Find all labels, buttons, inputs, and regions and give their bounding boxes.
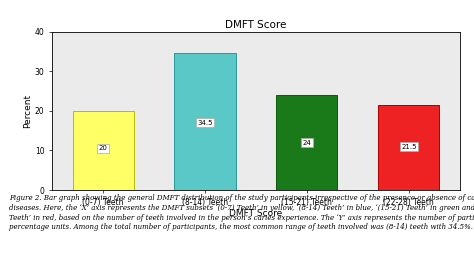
Bar [73,111,134,190]
Bar [174,54,236,190]
X-axis label: DMFT Score: DMFT Score [229,210,283,219]
Y-axis label: Percent: Percent [23,94,32,128]
Text: 24: 24 [302,140,311,145]
Text: 21.5: 21.5 [401,144,417,149]
Text: 20: 20 [99,145,108,152]
Text: Figure 2. Bar graph showing the general DMFT distribution of the study participa: Figure 2. Bar graph showing the general … [9,194,474,232]
Bar [276,95,337,190]
Text: 34.5: 34.5 [197,120,213,126]
Bar [378,105,439,190]
Title: DMFT Score: DMFT Score [225,20,287,30]
